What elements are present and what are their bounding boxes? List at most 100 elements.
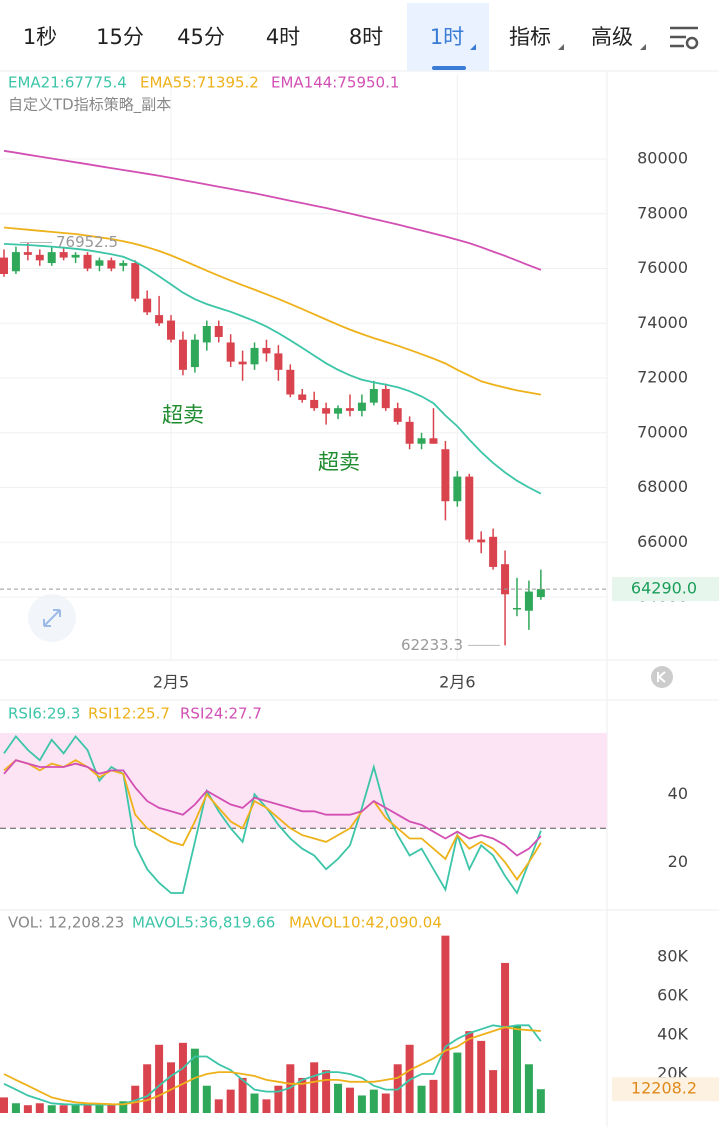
candle-body <box>536 589 545 598</box>
collapse-button[interactable] <box>651 666 673 688</box>
volume-bar <box>322 1070 331 1113</box>
candle-body <box>298 394 307 400</box>
high-label: 76952.5 <box>56 233 118 251</box>
candle-body <box>524 591 533 611</box>
indicator-line <box>3 1024 542 1106</box>
candle-body <box>190 339 199 368</box>
indicator-line <box>3 226 542 396</box>
low-label: 62233.3 <box>401 636 463 654</box>
candle-body <box>357 402 366 411</box>
volume-bar <box>107 1105 116 1113</box>
legend-item: RSI24:27.7 <box>180 705 262 723</box>
volume-bar <box>23 1105 32 1113</box>
volume-bar <box>512 1025 521 1113</box>
tab[interactable]: 高级 <box>591 25 633 49</box>
candle-body <box>405 421 414 444</box>
volume-bar <box>226 1089 235 1113</box>
candle-body <box>286 369 295 395</box>
tab[interactable]: 15分 <box>96 25 144 49</box>
y-tick-label: 80K <box>657 947 688 966</box>
volume-bar <box>59 1105 68 1113</box>
last-volume-box <box>612 1077 719 1102</box>
volume-bar <box>95 1105 104 1113</box>
candle-body <box>0 257 8 275</box>
candle-body <box>119 263 128 266</box>
volume-bar <box>369 1089 378 1113</box>
volume-bar <box>35 1103 44 1113</box>
volume-bar <box>381 1093 390 1113</box>
volume-bar <box>274 1085 283 1113</box>
tab[interactable]: 45分 <box>177 25 225 49</box>
settings-icon[interactable] <box>670 26 699 50</box>
y-tick-label: 40K <box>657 1025 688 1044</box>
candle-body <box>178 339 187 370</box>
active-tab-bg <box>407 3 489 71</box>
volume-bar <box>536 1089 545 1113</box>
volume-bar <box>334 1083 343 1113</box>
candle-body <box>214 326 223 337</box>
candle-body <box>429 438 438 444</box>
volume-bar <box>524 1064 533 1113</box>
y-tick-label: 60K <box>657 986 688 1005</box>
candle-body <box>59 252 68 258</box>
volume-bar <box>178 1042 187 1113</box>
y-tick-label: 40 <box>668 784 688 803</box>
indicator-line <box>3 734 542 895</box>
volume-bar <box>83 1103 92 1113</box>
last-price-box <box>612 577 719 602</box>
tab[interactable]: 4时 <box>266 25 300 49</box>
candle-body <box>238 361 247 365</box>
candle-body <box>83 254 92 269</box>
active-tab-indicator <box>432 66 466 70</box>
candle-body <box>512 607 521 610</box>
candle-body <box>489 536 498 567</box>
volume-bar <box>262 1099 271 1113</box>
volume-bar <box>167 1062 176 1113</box>
volume-bar <box>143 1064 152 1113</box>
collapse-icon <box>657 671 666 683</box>
candle-body <box>35 254 44 261</box>
candle-body <box>345 408 354 411</box>
volume-bar <box>0 1097 8 1113</box>
volume-bar <box>119 1101 128 1113</box>
indicator-line <box>3 1026 541 1106</box>
candle-body <box>322 408 331 414</box>
y-tick-label: 78000 <box>637 203 688 222</box>
y-tick-label: 72000 <box>637 368 688 387</box>
candle-body <box>202 326 211 343</box>
candle-body <box>226 342 235 362</box>
legend-item: EMA144:75950.1 <box>271 74 399 92</box>
tab[interactable]: 8时 <box>349 25 383 49</box>
y-tick-label: 68000 <box>637 477 688 496</box>
dropdown-arrow <box>470 44 476 50</box>
candle-body <box>274 353 283 370</box>
candle-body <box>477 539 486 543</box>
candle-body <box>143 298 152 313</box>
tab[interactable]: 1时 <box>430 25 464 49</box>
candle-body <box>501 564 510 595</box>
volume-bar <box>71 1105 80 1113</box>
tab[interactable]: 1秒 <box>23 25 57 49</box>
candle-body <box>71 254 80 258</box>
expand-icon <box>43 609 61 627</box>
legend-item: EMA21:67775.4 <box>8 74 127 92</box>
candle-body <box>11 252 20 272</box>
y-tick-label: 76000 <box>637 258 688 277</box>
candle-body <box>393 408 402 422</box>
candle-body <box>465 476 474 540</box>
candle-body <box>250 347 259 365</box>
y-tick-label: 66000 <box>637 532 688 551</box>
candle-body <box>453 476 462 502</box>
dropdown-arrow <box>640 44 646 50</box>
y-tick-label: 80000 <box>637 149 688 168</box>
volume-bar <box>465 1031 474 1113</box>
volume-bar <box>453 1052 462 1113</box>
annotation: 超卖 <box>318 450 360 474</box>
legend-item: RSI6:29.3 <box>8 705 80 723</box>
volume-bar <box>417 1085 426 1113</box>
volume-bar <box>238 1077 247 1113</box>
volume-bar <box>477 1040 486 1113</box>
tab[interactable]: 指标 <box>509 25 551 49</box>
